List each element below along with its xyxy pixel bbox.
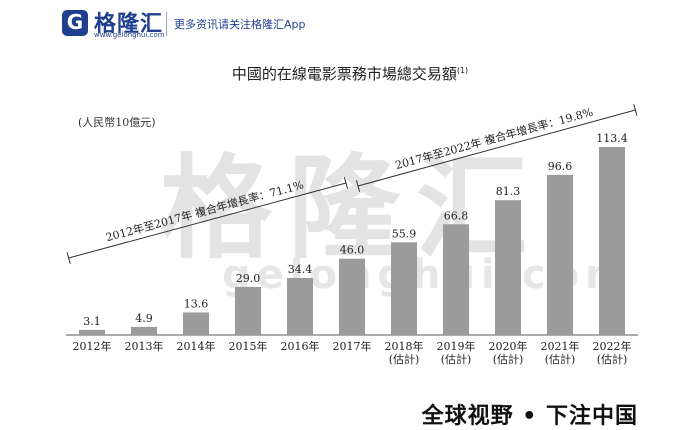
- bar-value-label: 55.9: [392, 227, 417, 240]
- cagr-bracket-end: [355, 180, 361, 192]
- bar-value-label: 34.4: [288, 263, 313, 276]
- bar: [287, 277, 313, 335]
- x-tick-label: 2020年: [489, 339, 528, 353]
- bar-value-label: 29.0: [236, 272, 261, 285]
- bar: [443, 224, 469, 335]
- x-tick-label: (估計): [597, 352, 628, 366]
- bar: [235, 286, 261, 335]
- header-bar: G 格隆汇 www.gelonghui.com 更多资讯请关注格隆汇App: [0, 0, 700, 46]
- brand-name: 格隆汇: [94, 12, 164, 37]
- bar-value-label: 66.8: [444, 209, 469, 222]
- x-tick-label: 2017年: [333, 339, 372, 353]
- chart-title-note: (1): [456, 66, 469, 75]
- cagr-bracket-end: [633, 104, 638, 116]
- header-tagline: 更多资讯请关注格隆汇App: [174, 18, 306, 31]
- bar: [391, 242, 417, 335]
- bar: [79, 329, 105, 335]
- bar-value-label: 81.3: [496, 185, 521, 198]
- cagr-bracket-end: [66, 252, 71, 264]
- x-tick-label: 2019年: [437, 339, 476, 353]
- x-tick-label: 2021年: [541, 339, 580, 353]
- logo-letter: G: [66, 10, 84, 34]
- x-tick-label: 2015年: [229, 339, 268, 353]
- bar: [339, 258, 365, 335]
- bar: [183, 312, 209, 335]
- header-divider: [166, 12, 167, 36]
- cagr-bracket-line: [68, 182, 347, 259]
- chart-title-text: 中國的在線電影票務市場總交易額: [231, 65, 457, 83]
- bar-value-label: 113.4: [596, 132, 628, 145]
- x-tick-label: (估計): [545, 352, 576, 366]
- x-tick-label: 2018年: [385, 339, 424, 353]
- x-tick-label: 2016年: [281, 339, 320, 353]
- cagr-bracket-end: [343, 177, 349, 189]
- bar: [547, 174, 573, 335]
- x-tick-label: 2014年: [177, 339, 216, 353]
- cagr-annotation-label: 2012年至2017年 複合年增長率：71.1%: [104, 177, 305, 244]
- chart-title: 中國的在線電影票務市場總交易額(1): [0, 63, 700, 84]
- logo-icon: G: [62, 10, 88, 36]
- bar-value-label: 13.6: [184, 297, 209, 310]
- bar: [131, 326, 157, 335]
- x-tick-label: (估計): [493, 352, 524, 366]
- footer-bar: [0, 395, 700, 428]
- x-tick-label: (估計): [389, 352, 420, 366]
- x-tick-label: 2022年: [593, 339, 632, 353]
- cagr-bracket-line: [357, 109, 636, 187]
- bar: [599, 147, 625, 335]
- bar-value-label: 46.0: [340, 244, 365, 257]
- y-axis-unit-label: (人民幣10億元): [78, 116, 156, 129]
- footer-slogan: 全球视野 • 下注中国: [421, 404, 638, 429]
- x-tick-label: (估計): [441, 352, 472, 366]
- brand-url: www.gelonghui.com: [94, 31, 165, 39]
- bar: [495, 200, 521, 335]
- x-tick-label: 2013年: [125, 339, 164, 353]
- bar-value-label: 96.6: [548, 160, 573, 173]
- x-tick-label: 2012年: [73, 339, 112, 353]
- bar-value-label: 4.9: [135, 312, 153, 325]
- bar-value-label: 3.1: [83, 315, 101, 328]
